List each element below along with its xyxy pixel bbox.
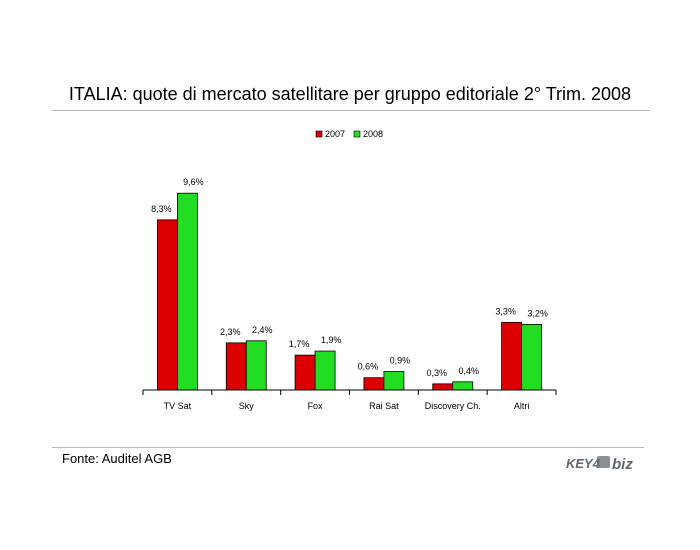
bar-2007-1 bbox=[225, 342, 247, 391]
value-label-2008-0: 9,6% bbox=[183, 177, 204, 187]
logo-text-left: KEY4 bbox=[566, 456, 601, 471]
logo-text-right: biz bbox=[612, 456, 633, 473]
category-label-5: Altri bbox=[514, 401, 530, 411]
logo-badge bbox=[597, 456, 610, 468]
chart-value-labels: 8,3% 9,6% 2,3% 2,4% 1,7% 1,9% 0,6% 0,9% 0,3% 0,4%… bbox=[151, 177, 548, 378]
bar-2008-2 bbox=[314, 350, 336, 391]
value-label-2007-3: 0,6% bbox=[358, 362, 379, 372]
legend-swatch-2008 bbox=[353, 130, 361, 138]
chart-bars bbox=[157, 192, 542, 391]
bar-2008-5 bbox=[521, 323, 542, 391]
value-label-2008-3: 0,9% bbox=[390, 356, 411, 366]
value-label-2007-5: 3,3% bbox=[495, 306, 516, 316]
key4biz-logo: KEY4 biz bbox=[566, 456, 633, 473]
value-label-2008-2: 1,9% bbox=[321, 335, 342, 345]
bar-2008-1 bbox=[245, 340, 267, 391]
category-label-1: Sky bbox=[239, 401, 255, 411]
chart-legend: 2007 2008 bbox=[315, 129, 383, 139]
value-label-2008-4: 0,4% bbox=[458, 366, 479, 376]
bar-2008-3 bbox=[383, 371, 405, 391]
legend-label-2008: 2008 bbox=[363, 129, 383, 139]
value-label-2007-1: 2,3% bbox=[220, 327, 241, 337]
bar-2007-5 bbox=[501, 321, 522, 391]
value-label-2007-0: 8,3% bbox=[151, 204, 172, 214]
category-label-2: Fox bbox=[308, 401, 324, 411]
page-title: ITALIA: quote di mercato satellitare per… bbox=[68, 84, 632, 104]
category-label-4: Discovery Ch. bbox=[425, 401, 481, 411]
source-note: Fonte: Auditel AGB bbox=[62, 451, 172, 466]
footer-divider bbox=[52, 447, 644, 448]
bar-2007-0 bbox=[157, 219, 178, 391]
bar-2007-2 bbox=[294, 354, 316, 391]
bar-2008-0 bbox=[177, 192, 198, 391]
legend-label-2007: 2007 bbox=[325, 129, 345, 139]
value-label-2008-1: 2,4% bbox=[252, 325, 273, 335]
value-label-2007-4: 0,3% bbox=[426, 368, 447, 378]
title-divider bbox=[52, 110, 650, 111]
legend-swatch-2007 bbox=[315, 130, 323, 138]
x-axis: TV Sat Sky Fox Rai Sat Discovery Ch. Altri bbox=[142, 389, 557, 411]
bar-2007-4 bbox=[432, 383, 454, 391]
bar-2008-4 bbox=[452, 381, 474, 391]
value-label-2008-5: 3,2% bbox=[527, 308, 548, 318]
category-label-3: Rai Sat bbox=[369, 401, 399, 411]
value-label-2007-2: 1,7% bbox=[289, 339, 310, 349]
category-label-0: TV Sat bbox=[164, 401, 192, 411]
bar-2007-3 bbox=[363, 377, 385, 391]
